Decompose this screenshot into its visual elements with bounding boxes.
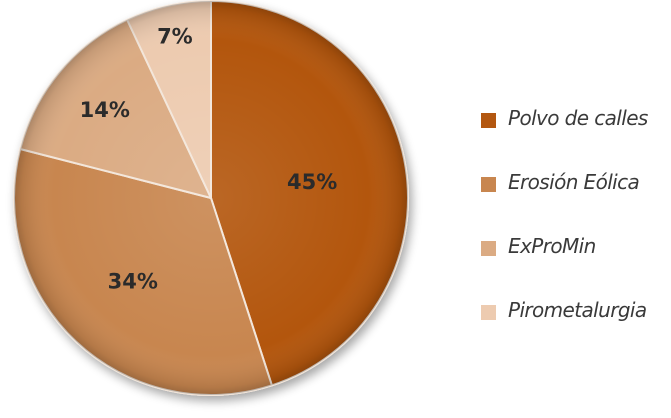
legend-swatch-expromin (481, 241, 496, 256)
pie-value-labels: 45% 34% 14% 7% (80, 25, 338, 294)
pie-label-erosion-eolica: 34% (108, 269, 158, 293)
legend-item-polvo-de-calles: Polvo de calles (481, 104, 671, 136)
legend-label-polvo-de-calles: Polvo de calles (508, 106, 648, 130)
pie-label-polvo-de-calles: 45% (287, 170, 337, 194)
legend-swatch-polvo-de-calles (481, 113, 496, 128)
legend-swatch-erosion-eolica (481, 177, 496, 192)
legend-label-erosion-eolica: Erosión Eólica (508, 170, 640, 194)
legend-item-expromin: ExProMin (481, 232, 671, 264)
legend-label-expromin: ExProMin (508, 234, 596, 258)
pie-slices (13, 0, 409, 396)
legend: Polvo de calles Erosión Eólica ExProMin … (481, 104, 671, 360)
pie-label-expromin: 14% (80, 98, 130, 122)
legend-item-erosion-eolica: Erosión Eólica (481, 168, 671, 200)
legend-item-pirometalurgia: Pirometalurgia (481, 296, 671, 328)
pie-label-pirometalurgia: 7% (157, 25, 193, 49)
legend-swatch-pirometalurgia (481, 305, 496, 320)
legend-label-pirometalurgia: Pirometalurgia (508, 298, 647, 322)
